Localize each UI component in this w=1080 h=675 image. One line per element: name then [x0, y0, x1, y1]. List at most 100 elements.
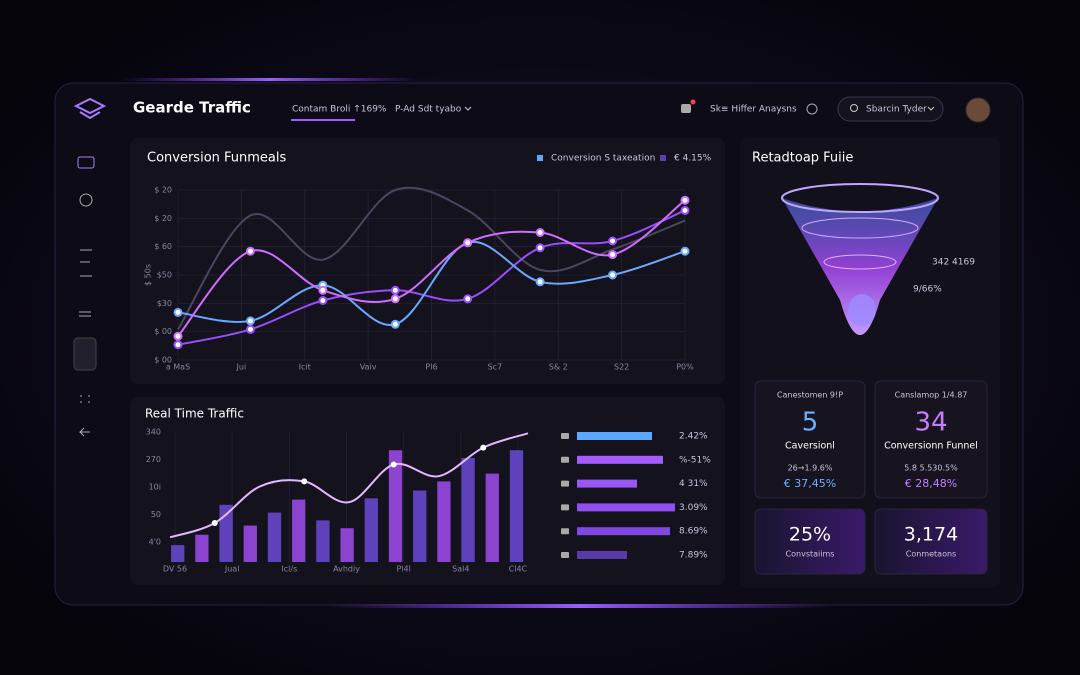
- search-box[interactable]: [837, 96, 944, 122]
- icon[interactable]: [80, 395, 90, 403]
- card-label: Convstaiims: [786, 550, 835, 559]
- point: [390, 285, 400, 295]
- point: [608, 270, 618, 280]
- icon[interactable]: [79, 193, 93, 207]
- card-label: Conmetaons: [906, 550, 956, 559]
- chevron[interactable]: [464, 106, 472, 111]
- icon[interactable]: [73, 337, 97, 371]
- x-tick-label: Cl4C: [509, 565, 528, 574]
- x-tick-label: S& 2: [549, 363, 568, 372]
- x-tick-label: Icl/s: [281, 565, 297, 574]
- kpi-card: [754, 380, 866, 499]
- x-tick-label: Icit: [299, 363, 311, 372]
- chevron[interactable]: [927, 106, 935, 111]
- line: [169, 432, 529, 539]
- funnel-ring: [801, 217, 919, 239]
- funnel-label: 342 4169: [932, 258, 975, 268]
- search-text[interactable]: Sbarcin Tyder: [866, 105, 927, 115]
- line: [177, 240, 686, 326]
- x-tick-label: Sc7: [488, 363, 503, 372]
- y-tick-label: 340: [146, 428, 161, 437]
- logo: [73, 97, 107, 120]
- y-tick-label: 10i: [149, 483, 161, 492]
- bar: [485, 473, 499, 562]
- avatar[interactable]: [965, 97, 991, 123]
- bar: [437, 481, 451, 562]
- glow: [330, 604, 830, 608]
- panel-title: Retadtoap Fuiie: [752, 151, 853, 166]
- point: [318, 285, 328, 295]
- rank-label: 7.89%: [679, 551, 708, 561]
- bar: [219, 504, 233, 562]
- rank-icon: [561, 504, 569, 511]
- x-tick-label: Pl4l: [396, 565, 410, 574]
- funnel: [781, 183, 939, 335]
- point: [608, 236, 618, 246]
- line: [177, 186, 686, 330]
- point: [173, 331, 183, 341]
- help-icon[interactable]: [806, 103, 818, 115]
- point: [211, 520, 218, 526]
- card-value: 25%: [789, 524, 831, 546]
- rank-icon: [561, 528, 569, 535]
- icon[interactable]: [80, 249, 92, 277]
- point: [318, 296, 328, 305]
- card-sub: 5.8 5.530.5%: [904, 464, 958, 473]
- y-tick-label: 4'0: [149, 538, 161, 547]
- y-tick-label: $ 20: [154, 214, 172, 223]
- rank-label: 4 31%: [679, 479, 708, 489]
- x-tick-label: Vaiv: [360, 363, 377, 372]
- point: [245, 316, 255, 326]
- point: [173, 307, 183, 317]
- card-value: 3,174: [904, 524, 958, 546]
- rank-icon: [561, 456, 569, 463]
- legend-label: Conversion S taxeation: [551, 154, 655, 164]
- point: [390, 294, 400, 304]
- bar: [509, 450, 524, 562]
- bar: [171, 545, 185, 562]
- glow: [120, 78, 420, 81]
- point: [463, 238, 473, 248]
- panel-title: Conversion Funmeals: [147, 151, 287, 166]
- y-tick-label: $ 00: [154, 327, 172, 336]
- card-label: Caversionl: [785, 441, 835, 452]
- legend-swatch: [660, 155, 666, 161]
- rank-bar: [577, 527, 670, 536]
- rank-bar: [577, 479, 637, 488]
- tab[interactable]: Contam Broli ↑169%: [292, 105, 387, 115]
- point: [680, 246, 690, 256]
- point: [463, 294, 473, 304]
- bar: [292, 499, 306, 562]
- search-icon: [850, 104, 858, 112]
- traffic-panel: [130, 397, 725, 585]
- card-value: 34: [914, 408, 947, 438]
- y-tick-label: $ 00: [154, 356, 172, 365]
- x-tick-label: P0%: [676, 363, 694, 372]
- bar: [413, 490, 427, 562]
- rank-label: %-51%: [679, 455, 711, 465]
- card-delta: € 37,45%: [784, 477, 836, 490]
- legend-label: € 4.15%: [674, 154, 712, 164]
- bar: [388, 450, 403, 562]
- menu-item[interactable]: Sk≡ Hiffer Anaysns: [710, 105, 797, 115]
- x-tick-label: S22: [614, 363, 629, 372]
- bar: [267, 512, 282, 562]
- rank-bar: [577, 432, 652, 440]
- axis-label: $ 50s: [144, 264, 153, 286]
- bar: [243, 525, 257, 562]
- card-caption: Canestomen 9!P: [777, 391, 843, 400]
- point: [390, 461, 397, 468]
- card-label: Conversionn Funnel: [884, 441, 978, 452]
- point: [301, 478, 308, 485]
- card-delta: € 28,48%: [905, 477, 957, 490]
- icon[interactable]: [77, 156, 95, 169]
- point: [535, 243, 545, 253]
- bar: [195, 534, 209, 562]
- tab[interactable]: P-Ad Sdt tyabo: [395, 105, 462, 115]
- bell-icon[interactable]: [681, 104, 691, 113]
- bar: [461, 458, 475, 562]
- icon[interactable]: [78, 427, 90, 437]
- icon[interactable]: [79, 311, 91, 317]
- rank-label: 3.09%: [679, 503, 708, 513]
- kpi-card: [874, 380, 988, 499]
